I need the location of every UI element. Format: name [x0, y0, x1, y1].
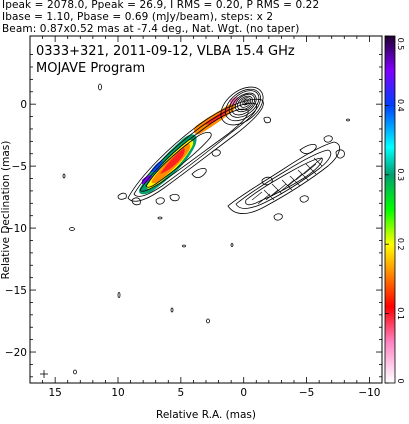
y-tick-label: −15: [5, 285, 27, 297]
hatch-texture: [251, 157, 323, 205]
plot-frame: [29, 35, 383, 384]
chart-title: 0333+321, 2011-09-12, VLBA 15.4 GHz: [36, 44, 295, 59]
colorbar-tick-label: 0.4: [396, 99, 405, 112]
jet-contours: [117, 98, 271, 206]
x-tick-label: 5: [178, 387, 185, 399]
colorbar-tick-label: 0.2: [396, 238, 405, 251]
x-tick-label: −10: [358, 387, 380, 399]
x-axis-label: Relative R.A. (mas): [156, 409, 256, 421]
core-contours: [220, 86, 264, 126]
y-tick-label: −5: [12, 161, 27, 173]
colorbar-tick-label: 0.1: [396, 307, 405, 320]
colorbar-tick-label: 0: [396, 378, 405, 383]
pol-blob-red: [160, 148, 185, 174]
colorbar: [384, 35, 396, 384]
header-line-1: Ipeak = 2078.0, Ppeak = 26.9, I RMS = 0.…: [2, 0, 320, 11]
noise-contours: [62, 83, 350, 375]
beam-marker: [40, 370, 48, 378]
header-line-3: Beam: 0.87x0.52 mas at -7.4 deg., Nat. W…: [2, 23, 300, 35]
axes: 15 10 5 0 −5 −10 0 −5 −10 −15 −20: [5, 36, 383, 399]
extended-contours: [227, 135, 345, 221]
x-tick-label: 10: [111, 387, 124, 399]
x-tick-label: −5: [299, 387, 314, 399]
chart-subtitle: MOJAVE Program: [36, 61, 145, 76]
header-line-2: Ibase = 1.10, Pbase = 0.69 (mJy/beam), s…: [2, 11, 274, 23]
y-tick-label: −20: [5, 347, 27, 359]
x-tick-label: 0: [240, 387, 247, 399]
y-axis-label: Relative Declination (mas): [0, 141, 12, 280]
emission-layer: [40, 83, 350, 378]
y-tick-label: −10: [5, 223, 27, 235]
colorbar-ticks: 0 0.1 0.2 0.3 0.4 0.5: [385, 35, 405, 384]
x-tick-label: 15: [48, 387, 61, 399]
colorbar-tick-label: 0.5: [396, 38, 405, 51]
colorbar-tick-label: 0.3: [396, 168, 405, 181]
y-tick-label: 0: [20, 99, 27, 111]
